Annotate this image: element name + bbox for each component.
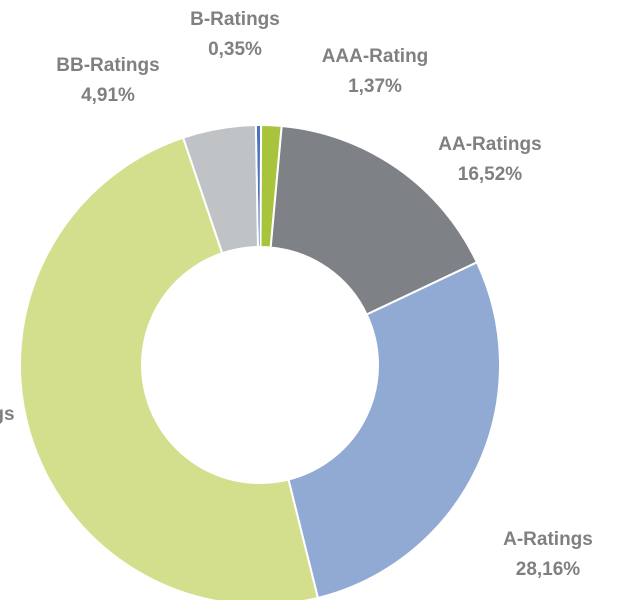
donut-slice <box>19 136 320 600</box>
slice-label: AA-Ratings <box>438 134 541 155</box>
slice-label: BB-Ratings <box>56 55 159 76</box>
slice-label: BBB-Ratings <box>0 404 15 425</box>
slice-value-label: 28,16% <box>516 559 581 580</box>
slice-value-label: 4,91% <box>81 85 135 106</box>
slice-label: AAA-Rating <box>322 46 429 67</box>
donut-slice <box>181 124 259 255</box>
slice-value-label: 1,37% <box>348 76 402 97</box>
slice-label: A-Ratings <box>503 529 593 550</box>
donut-slice <box>287 260 501 600</box>
slice-value-label: 0,35% <box>208 39 262 60</box>
slice-label: B-Ratings <box>190 9 280 30</box>
donut-slice <box>269 124 479 316</box>
slice-value-label: 16,52% <box>458 164 523 185</box>
